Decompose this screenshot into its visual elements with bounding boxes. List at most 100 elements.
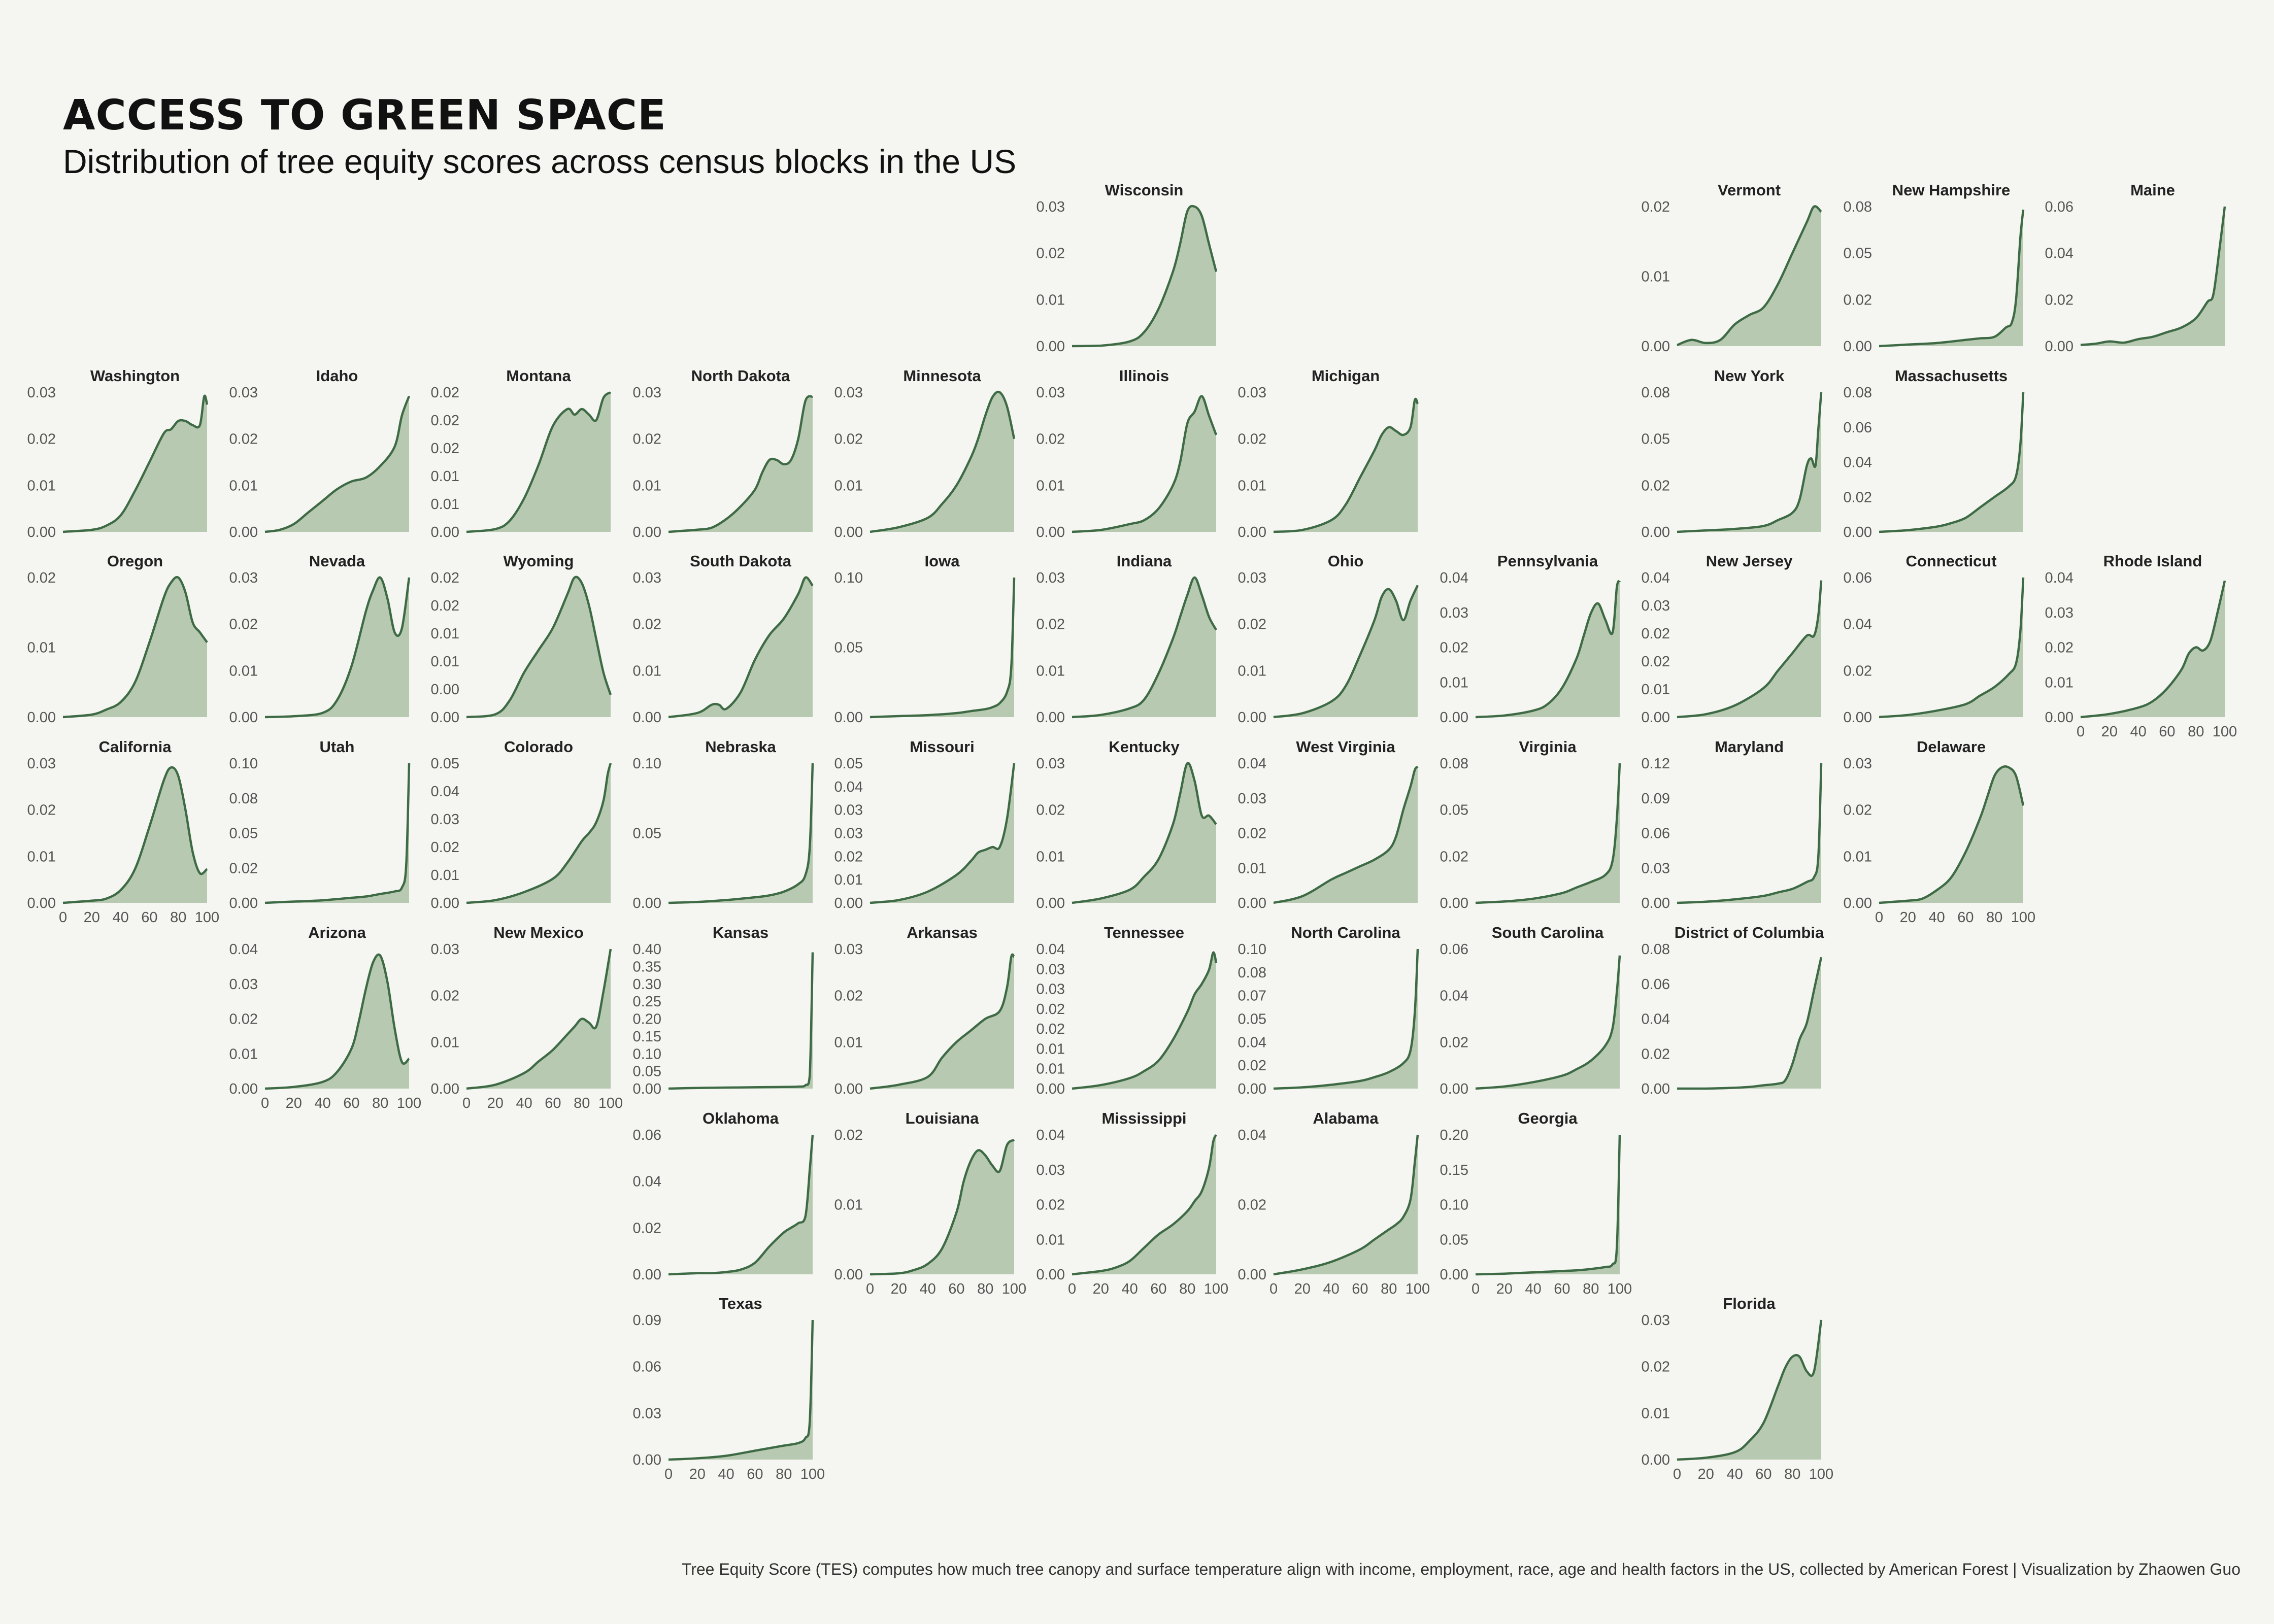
panel-title: Arizona <box>308 924 366 941</box>
y-tick-label: 0.01 <box>1036 478 1064 494</box>
y-tick-label: 0.01 <box>431 626 459 642</box>
y-tick-label: 0.03 <box>27 385 56 401</box>
y-tick-label: 0.00 <box>834 524 863 540</box>
y-tick-label: 0.04 <box>2045 246 2074 262</box>
y-tick-label: 0.02 <box>1642 1046 1670 1062</box>
density-line <box>1677 957 1823 1090</box>
x-tick-label: 40 <box>1323 1281 1339 1297</box>
density-plot-wyoming: Wyoming 0.00 0.00 0.01 0.01 0.02 0.02 <box>431 552 612 726</box>
density-plot-minnesota: Minnesota 0.00 0.01 0.02 0.03 <box>834 367 1016 540</box>
y-tick-label: 0.00 <box>834 1267 863 1283</box>
density-line <box>62 394 209 533</box>
x-tick-label: 0 <box>462 1095 471 1111</box>
y-tick-label: 0.02 <box>229 860 257 876</box>
panel-north-dakota: North Dakota 0.00 0.01 0.02 0.03 <box>632 366 864 540</box>
y-tick-label: 0.01 <box>1238 478 1266 494</box>
y-tick-label: 0.02 <box>431 413 459 429</box>
x-tick-label: 60 <box>2159 724 2175 740</box>
density-plot-vermont: Vermont 0.00 0.01 0.02 <box>1642 181 1822 355</box>
y-tick-label: 0.00 <box>229 524 257 540</box>
panel-indiana: Indiana 0.00 0.01 0.02 0.03 <box>1036 551 1267 726</box>
y-tick-label: 0.06 <box>2045 199 2074 215</box>
density-plot-alabama: Alabama 0.00 0.02 0.04 0 20 40 60 80 100 <box>1238 1109 1430 1297</box>
panel-vermont: Vermont 0.00 0.01 0.02 <box>1642 180 1872 355</box>
y-tick-label: 0.09 <box>632 1312 661 1329</box>
panel-title: Idaho <box>316 367 358 385</box>
panel-title: Nebraska <box>705 738 776 756</box>
density-line <box>1677 392 1823 533</box>
y-tick-label: 0.05 <box>834 756 863 772</box>
y-tick-label: 0.01 <box>1642 269 1670 285</box>
panel-mississippi: Mississippi 0.00 0.01 0.02 0.03 0.04 0 20 40 60 80… <box>1036 1108 1267 1297</box>
panel-south-carolina: South Carolina 0.00 0.02 0.04 0.06 <box>1440 923 1671 1097</box>
y-tick-label: 0.02 <box>1843 292 1871 308</box>
panel-title: Utah <box>319 738 354 756</box>
density-area <box>668 952 813 1089</box>
y-tick-label: 0.06 <box>1843 570 1871 586</box>
density-line <box>1475 1134 1621 1275</box>
density-plot-pennsylvania: Pennsylvania 0.00 0.01 0.02 0.03 0.04 <box>1440 552 1621 726</box>
density-area <box>1677 392 1821 532</box>
y-tick-label: 0.03 <box>632 570 661 586</box>
y-tick-label: 0.00 <box>1440 1267 1468 1283</box>
panel-title: Georgia <box>1518 1109 1578 1127</box>
y-tick-label: 0.01 <box>229 663 257 680</box>
y-tick-label: 0.00 <box>27 895 56 911</box>
density-plot-south-dakota: South Dakota 0.00 0.01 0.02 0.03 <box>632 552 814 726</box>
density-line <box>1475 763 1621 904</box>
y-tick-label: 0.00 <box>1843 339 1871 355</box>
density-plot-oklahoma: Oklahoma 0.00 0.02 0.04 0.06 <box>632 1109 814 1283</box>
density-plot-michigan: Michigan 0.00 0.01 0.02 0.03 <box>1238 367 1419 540</box>
x-tick-label: 0 <box>260 1095 269 1111</box>
panel-delaware: Delaware 0.00 0.01 0.02 0.03 0 20 40 60 80 100 <box>1843 737 2075 926</box>
y-tick-label: 0.01 <box>834 872 863 888</box>
y-tick-label: 0.00 <box>2045 709 2074 726</box>
x-tick-label: 20 <box>1294 1281 1311 1297</box>
y-tick-label: 0.03 <box>1036 199 1064 215</box>
y-tick-label: 0.00 <box>1642 1081 1670 1097</box>
density-area <box>870 954 1014 1089</box>
y-tick-label: 0.03 <box>1843 756 1871 772</box>
x-tick-label: 20 <box>1496 1281 1512 1297</box>
y-tick-label: 0.00 <box>1642 895 1670 911</box>
density-area <box>1274 585 1418 718</box>
panel-iowa: Iowa 0.00 0.05 0.10 <box>834 551 1065 726</box>
panel-title: Arkansas <box>907 924 978 941</box>
y-tick-label: 0.04 <box>229 941 257 958</box>
y-tick-label: 0.05 <box>632 1063 661 1079</box>
x-tick-label: 0 <box>2077 724 2085 740</box>
y-tick-label: 0.12 <box>1642 756 1670 772</box>
panel-title: California <box>99 738 172 756</box>
y-tick-label: 0.02 <box>1238 1058 1266 1074</box>
density-plot-kentucky: Kentucky 0.00 0.01 0.02 0.03 <box>1036 738 1217 911</box>
y-tick-label: 0.01 <box>27 849 56 865</box>
y-tick-label: 0.04 <box>834 779 863 795</box>
y-tick-label: 0.03 <box>1036 385 1064 401</box>
x-tick-label: 20 <box>487 1095 504 1111</box>
panel-title: Oklahoma <box>703 1109 779 1127</box>
panel-district-of-columbia: District of Columbia 0.00 0.02 0.04 0.06 0.08 <box>1642 923 1872 1097</box>
density-area <box>1475 955 1620 1089</box>
y-tick-label: 0.06 <box>632 1127 661 1143</box>
y-tick-label: 0.01 <box>834 1197 863 1213</box>
x-tick-label: 60 <box>1150 1281 1166 1297</box>
y-tick-label: 0.05 <box>1642 431 1670 447</box>
density-plot-north-carolina: North Carolina 0.00 0.02 0.04 0.05 0.07 0.08 0.… <box>1238 924 1419 1097</box>
y-tick-label: 0.02 <box>1238 617 1266 633</box>
x-tick-label: 40 <box>1726 1466 1743 1482</box>
x-tick-label: 60 <box>545 1095 561 1111</box>
density-line <box>1677 1319 1823 1461</box>
density-plot-louisiana: Louisiana 0.00 0.01 0.02 0 20 40 60 80 100 <box>834 1109 1027 1297</box>
y-tick-label: 0.03 <box>1642 1312 1670 1329</box>
x-tick-label: 100 <box>598 1095 623 1111</box>
y-tick-label: 0.05 <box>1843 246 1871 262</box>
density-area <box>63 767 207 903</box>
panel-title: West Virginia <box>1296 738 1395 756</box>
y-tick-label: 0.00 <box>834 1081 863 1097</box>
y-tick-label: 0.02 <box>834 1127 863 1143</box>
x-tick-label: 80 <box>372 1095 388 1111</box>
density-area <box>1879 578 2023 718</box>
y-tick-label: 0.00 <box>1036 339 1064 355</box>
density-line <box>1273 585 1419 719</box>
panel-idaho: Idaho 0.00 0.01 0.02 0.03 <box>229 366 460 540</box>
